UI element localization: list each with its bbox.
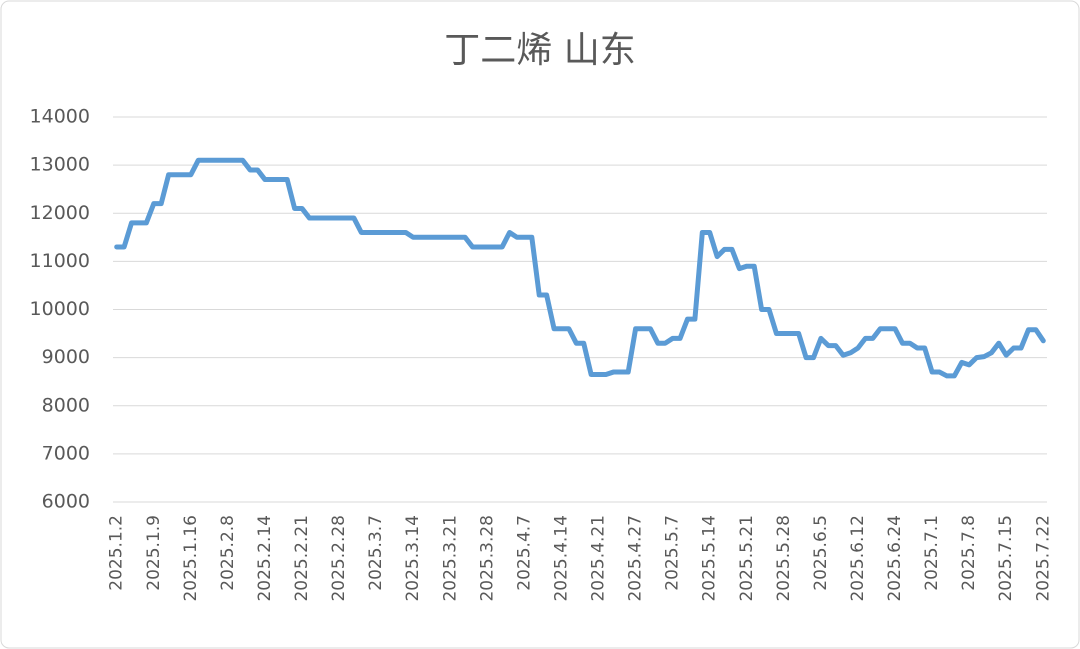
y-tick-label: 12000 [30,202,90,224]
y-tick-label: 14000 [30,106,90,128]
x-tick-label: 2025.1.16 [181,515,201,602]
y-tick-label: 9000 [42,346,90,368]
x-tick-label: 2025.5.28 [774,515,794,602]
x-tick-label: 2025.6.12 [848,515,868,602]
x-tick-label: 2025.1.2 [107,515,127,591]
y-tick-label: 7000 [42,442,90,464]
y-tick-label: 6000 [42,491,90,513]
x-tick-label: 2025.7.8 [959,515,979,591]
x-tick-label: 2025.4.14 [551,515,571,602]
x-tick-label: 2025.2.14 [255,515,275,602]
x-tick-label: 2025.5.7 [663,515,683,591]
x-tick-label: 2025.6.24 [885,515,905,602]
x-tick-label: 2025.4.27 [626,515,646,602]
x-tick-label: 2025.3.7 [366,515,386,591]
x-tick-label: 2025.7.15 [996,515,1016,602]
x-tick-label: 2025.5.14 [700,515,720,602]
x-tick-label: 2025.4.7 [514,515,534,591]
y-tick-label: 10000 [30,298,90,320]
x-tick-label: 2025.3.28 [477,515,497,602]
y-tick-label: 8000 [42,394,90,416]
x-tick-label: 2025.7.22 [1033,515,1053,602]
x-tick-label: 2025.6.5 [811,515,831,591]
x-tick-label: 2025.3.14 [403,515,423,602]
x-tick-label: 2025.5.21 [737,515,757,602]
x-tick-label: 2025.1.9 [144,515,164,591]
x-tick-label: 2025.7.1 [922,515,942,591]
x-tick-label: 2025.2.21 [292,515,312,602]
x-tick-label: 2025.2.28 [329,515,349,602]
y-tick-label: 13000 [30,154,90,176]
x-tick-label: 2025.2.8 [218,515,238,591]
x-tick-label: 2025.4.21 [589,515,609,602]
y-tick-label: 11000 [30,250,90,272]
data-line [114,157,1046,379]
chart-title: 丁二烯 山东 [444,30,635,71]
x-tick-label: 2025.3.21 [440,515,460,602]
